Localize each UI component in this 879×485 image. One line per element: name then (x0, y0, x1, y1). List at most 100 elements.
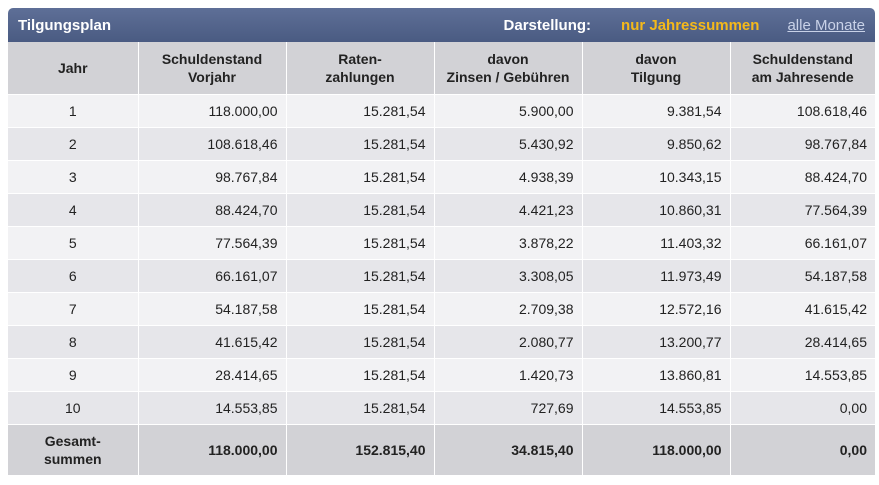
table-cell: 14.553,85 (730, 358, 875, 392)
table-cell: 12.572,16 (582, 292, 731, 326)
table-cell: 3 (8, 160, 139, 194)
column-header-line: Schuldenstand (752, 51, 853, 67)
table-cell: 14.553,85 (138, 391, 287, 425)
table-cell: 108.618,46 (138, 127, 287, 161)
table-cell: 41.615,42 (138, 325, 287, 359)
panel-header: Tilgungsplan Darstellung: nur Jahressumm… (8, 8, 875, 42)
totals-cell: 152.815,40 (286, 424, 435, 475)
table-cell: 13.200,77 (582, 325, 731, 359)
totals-label-line: Gesamt- (44, 433, 101, 449)
column-header-line: Schuldenstand (161, 51, 263, 67)
table-cell: 3.308,05 (434, 259, 583, 293)
table-cell: 15.281,54 (286, 193, 435, 227)
table-row: 8 41.615,42 15.281,54 2.080,77 13.200,77 28.4… (8, 325, 875, 359)
table-cell: 98.767,84 (730, 127, 875, 161)
table-cell: 15.281,54 (286, 358, 435, 392)
table-cell: 0,00 (730, 391, 875, 425)
table-cell: 9 (8, 358, 139, 392)
column-header: Jahr (8, 42, 139, 95)
totals-cell: 118.000,00 (138, 424, 287, 475)
display-label: Darstellung: (503, 16, 592, 34)
table-cell: 15.281,54 (286, 292, 435, 326)
table-cell: 4.938,39 (434, 160, 583, 194)
column-header-line: Tilgung (630, 69, 682, 85)
column-header-line: zahlungen (325, 69, 395, 85)
table-cell: 54.187,58 (730, 259, 875, 293)
table-cell: 15.281,54 (286, 391, 435, 425)
column-header: Raten-zahlungen (286, 42, 435, 95)
table-cell: 15.281,54 (286, 259, 435, 293)
column-header-line: Vorjahr (188, 69, 236, 85)
table-cell: 5 (8, 226, 139, 260)
table-cell: 2 (8, 127, 139, 161)
table-cell: 15.281,54 (286, 127, 435, 161)
table-cell: 4 (8, 193, 139, 227)
table-cell: 28.414,65 (138, 358, 287, 392)
totals-cell: 34.815,40 (434, 424, 583, 475)
table-cell: 28.414,65 (730, 325, 875, 359)
table-cell: 15.281,54 (286, 94, 435, 128)
column-header: Schuldenstand Vorjahr (138, 42, 287, 95)
table-cell: 727,69 (434, 391, 583, 425)
table-cell: 77.564,39 (730, 193, 875, 227)
amortization-table: Jahr Schuldenstand Vorjahr Raten-zahlungen d… (8, 42, 875, 475)
table-cell: 108.618,46 (730, 94, 875, 128)
table-cell: 66.161,07 (730, 226, 875, 260)
option-yearly-sums[interactable]: nur Jahressummen (621, 16, 760, 34)
totals-cell: 118.000,00 (582, 424, 731, 475)
table-cell: 4.421,23 (434, 193, 583, 227)
column-header-line: Jahr (57, 60, 88, 76)
table-cell: 8 (8, 325, 139, 359)
column-header: Schuldenstand am Jahresende (730, 42, 875, 95)
column-header-line: Zinsen / Gebühren (446, 69, 570, 85)
table-row: 6 66.161,07 15.281,54 3.308,05 11.973,49 54.1… (8, 259, 875, 293)
panel-title: Tilgungsplan (18, 16, 112, 34)
table-cell: 2.080,77 (434, 325, 583, 359)
table-cell: 5.900,00 (434, 94, 583, 128)
table-cell: 118.000,00 (138, 94, 287, 128)
table-body: 1 118.000,00 15.281,54 5.900,00 9.381,54 108.… (8, 94, 875, 475)
table-cell: 11.973,49 (582, 259, 731, 293)
totals-label: Gesamt-summen (8, 424, 139, 475)
table-header-row: Jahr Schuldenstand Vorjahr Raten-zahlungen d… (8, 42, 875, 95)
table-row: 7 54.187,58 15.281,54 2.709,38 12.572,16 41.6… (8, 292, 875, 326)
table-cell: 41.615,42 (730, 292, 875, 326)
table-cell: 3.878,22 (434, 226, 583, 260)
table-cell: 54.187,58 (138, 292, 287, 326)
table-cell: 14.553,85 (582, 391, 731, 425)
table-cell: 88.424,70 (730, 160, 875, 194)
table-cell: 15.281,54 (286, 325, 435, 359)
totals-cell: 0,00 (730, 424, 875, 475)
table-cell: 11.403,32 (582, 226, 731, 260)
table-cell: 7 (8, 292, 139, 326)
column-header-line: davon (487, 51, 529, 67)
option-all-months-link[interactable]: alle Monate (787, 16, 865, 34)
column-header: davon Zinsen / Gebühren (434, 42, 583, 95)
amortization-panel: Tilgungsplan Darstellung: nur Jahressumm… (8, 8, 875, 475)
table-cell: 15.281,54 (286, 226, 435, 260)
table-row: 4 88.424,70 15.281,54 4.421,23 10.860,31 77.5… (8, 193, 875, 227)
table-row: 1 118.000,00 15.281,54 5.900,00 9.381,54 108.… (8, 94, 875, 128)
totals-label-line: summen (43, 451, 102, 467)
column-header-line: am Jahresende (751, 69, 854, 85)
table-cell: 13.860,81 (582, 358, 731, 392)
table-cell: 88.424,70 (138, 193, 287, 227)
table-row: 10 14.553,85 15.281,54 727,69 14.553,85 0,00 (8, 391, 875, 425)
totals-row: Gesamt-summen 118.000,00 152.815,40 34.815,… (8, 424, 875, 475)
table-cell: 2.709,38 (434, 292, 583, 326)
table-cell: 10.343,15 (582, 160, 731, 194)
table-cell: 1.420,73 (434, 358, 583, 392)
column-header-line: davon (635, 51, 677, 67)
table-row: 2 108.618,46 15.281,54 5.430,92 9.850,62 98.7… (8, 127, 875, 161)
column-header-line: Raten- (338, 51, 382, 67)
table-cell: 1 (8, 94, 139, 128)
table-cell: 6 (8, 259, 139, 293)
table-cell: 98.767,84 (138, 160, 287, 194)
table-cell: 9.381,54 (582, 94, 731, 128)
table-cell: 10 (8, 391, 139, 425)
table-cell: 15.281,54 (286, 160, 435, 194)
table-cell: 66.161,07 (138, 259, 287, 293)
column-header: davon Tilgung (582, 42, 731, 95)
table-cell: 5.430,92 (434, 127, 583, 161)
table-row: 5 77.564,39 15.281,54 3.878,22 11.403,32 66.1… (8, 226, 875, 260)
